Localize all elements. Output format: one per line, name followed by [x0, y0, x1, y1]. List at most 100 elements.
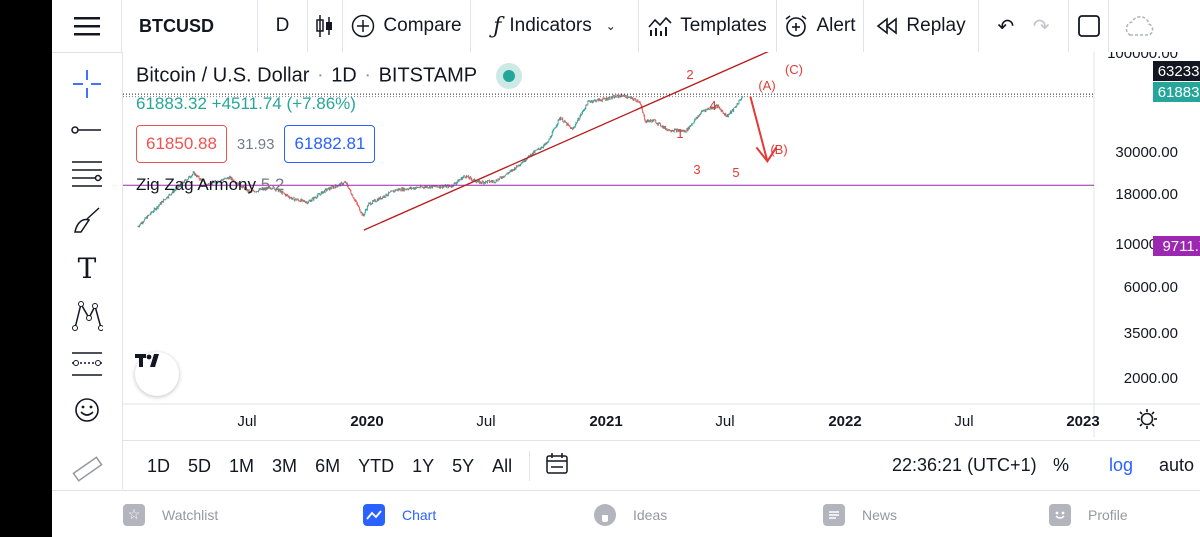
price-tick-label: 100000.00	[1107, 52, 1178, 62]
trendline[interactable]	[363, 52, 809, 231]
range-button[interactable]: 1Y	[412, 455, 435, 476]
undo-redo-group: ↶ ↷	[979, 0, 1069, 52]
undo-icon[interactable]: ↶	[997, 15, 1015, 38]
bottom-navigation: ☆ Watchlist Chart Ideas News Profile	[52, 490, 1200, 537]
auto-scale-toggle[interactable]: auto	[1159, 455, 1195, 475]
price-badge-label: 63233.29	[1158, 63, 1200, 80]
range-button[interactable]: 5Y	[452, 455, 475, 476]
ruler-icon	[72, 456, 103, 482]
time-axis[interactable]: Jul 2020 Jul 2021 Jul 2022 Jul 2023	[237, 413, 1099, 430]
fib-tool[interactable]	[69, 156, 105, 192]
menu-button[interactable]	[52, 0, 122, 52]
clock-time[interactable]: 22:36:21 (UTC+1)	[892, 455, 1037, 475]
brush-icon	[74, 207, 100, 233]
price-labels-layer: 63233.29 61883.32 9711.70	[1153, 61, 1200, 256]
wave-label: 1	[676, 126, 683, 141]
price-tick-label: 2000.00	[1124, 370, 1178, 387]
time-tick-label: Jul	[237, 413, 256, 430]
templates-label: Templates	[680, 15, 767, 36]
range-button[interactable]: YTD	[358, 455, 395, 476]
alert-label: Alert	[816, 15, 856, 36]
emoji-tool[interactable]	[69, 392, 105, 428]
candles-icon	[316, 15, 332, 37]
square-icon	[1077, 15, 1100, 37]
symbol-search-button[interactable]: BTCUSD	[122, 0, 258, 52]
pattern-icon	[72, 301, 103, 331]
last-price: 61883.32	[136, 94, 207, 113]
nav-watchlist[interactable]: ☆ Watchlist	[123, 491, 218, 537]
cloud-save-button[interactable]	[1109, 0, 1169, 52]
crosshair-tool[interactable]	[69, 66, 105, 102]
prediction-tool[interactable]	[69, 346, 105, 382]
nav-profile-label: Profile	[1088, 506, 1128, 523]
redo-icon[interactable]: ↷	[1032, 15, 1050, 38]
symbol-name: Bitcoin / U.S. Dollar	[136, 64, 310, 87]
range-bar: 1D 5D 1M 3M 6M YTD 1Y 5Y All 22:36:21 (UTC+1) % …	[123, 440, 1200, 491]
range-button[interactable]: 3M	[272, 455, 298, 476]
bid-ask-row: 61850.88 31.93 61882.81	[136, 125, 376, 163]
app-window: BTCUSD D Compare ƒ Indicators ⌄ Template…	[52, 0, 1200, 537]
indicators-button[interactable]: ƒ Indicators ⌄	[471, 0, 639, 52]
chevron-down-icon: ⌄	[605, 19, 616, 33]
wave-label: 5	[732, 165, 739, 180]
tv-logo-icon	[135, 354, 159, 367]
interval-button[interactable]: D	[258, 0, 308, 52]
range-button[interactable]: 5D	[188, 455, 212, 476]
sell-button[interactable]: 61850.88	[136, 125, 227, 163]
nav-chart[interactable]: Chart	[363, 491, 436, 537]
market-status-indicator[interactable]	[496, 63, 523, 89]
candles-layer	[137, 93, 743, 228]
nav-ideas[interactable]: Ideas	[594, 491, 667, 537]
text-tool[interactable]: T	[69, 250, 105, 286]
line-tool-icon	[71, 126, 101, 134]
nav-news[interactable]: News	[823, 491, 897, 537]
log-scale-toggle[interactable]: log	[1109, 455, 1134, 475]
alert-button[interactable]: Alert	[777, 0, 864, 52]
calendar-range-icon	[546, 452, 568, 474]
price-badge	[1153, 82, 1200, 102]
pattern-tool[interactable]	[69, 298, 105, 334]
price-change: +4511.74 (+7.86%)	[211, 94, 356, 113]
percent-scale-toggle[interactable]: %	[1053, 455, 1070, 475]
trendline-tool[interactable]	[69, 112, 105, 148]
replay-button[interactable]: Replay	[864, 0, 979, 52]
chart-settings-button[interactable]	[1136, 408, 1164, 436]
range-button[interactable]: 1M	[229, 455, 255, 476]
newspaper-icon	[823, 503, 845, 526]
range-button[interactable]: 1D	[147, 455, 171, 476]
measure-tool[interactable]	[69, 452, 105, 488]
compare-button[interactable]: Compare	[343, 0, 471, 52]
buy-button[interactable]: 61882.81	[284, 125, 376, 163]
price-tick-label: 18000.00	[1115, 186, 1178, 203]
brush-tool[interactable]	[69, 202, 105, 238]
range-button[interactable]: All	[492, 455, 513, 476]
tradingview-logo[interactable]	[135, 352, 179, 396]
price-badge-label: 61883.32	[1158, 84, 1200, 101]
price-tick-label: 6000.00	[1124, 279, 1178, 296]
function-icon: ƒ	[493, 13, 502, 39]
nav-chart-label: Chart	[402, 506, 437, 523]
chart-svg[interactable]: 2 4 1 3 5 (A) (B) (C) 100000.00 30000.00 18000.00…	[123, 52, 1200, 437]
symbol-exchange: BITSTAMP	[378, 64, 477, 87]
time-tick-label: Jul	[954, 413, 973, 430]
nav-profile[interactable]: Profile	[1049, 491, 1128, 537]
down-arrow[interactable]	[749, 96, 769, 162]
range-button[interactable]: 6M	[315, 455, 341, 476]
price-tick-label: 3500.00	[1124, 325, 1178, 342]
price-badge	[1153, 236, 1200, 256]
indicator-legend[interactable]: Zig Zag Armony 5 2	[136, 175, 284, 195]
chart-pane[interactable]: 2 4 1 3 5 (A) (B) (C) 100000.00 30000.00 18000.00…	[123, 52, 1200, 437]
price-badge	[1153, 61, 1200, 81]
time-tick-label: Jul	[476, 413, 495, 430]
smiley-icon	[75, 398, 99, 422]
alarm-clock-icon	[785, 15, 807, 37]
date-range-button[interactable]	[544, 452, 570, 481]
time-tick-label: 2022	[828, 413, 861, 430]
templates-icon	[648, 16, 672, 36]
chart-type-button[interactable]	[308, 0, 343, 52]
layout-button[interactable]	[1069, 0, 1109, 52]
templates-button[interactable]: Templates	[639, 0, 777, 52]
down-arrow-head	[755, 146, 778, 164]
replay-label: Replay	[906, 15, 966, 36]
chart-line-icon	[363, 503, 385, 526]
